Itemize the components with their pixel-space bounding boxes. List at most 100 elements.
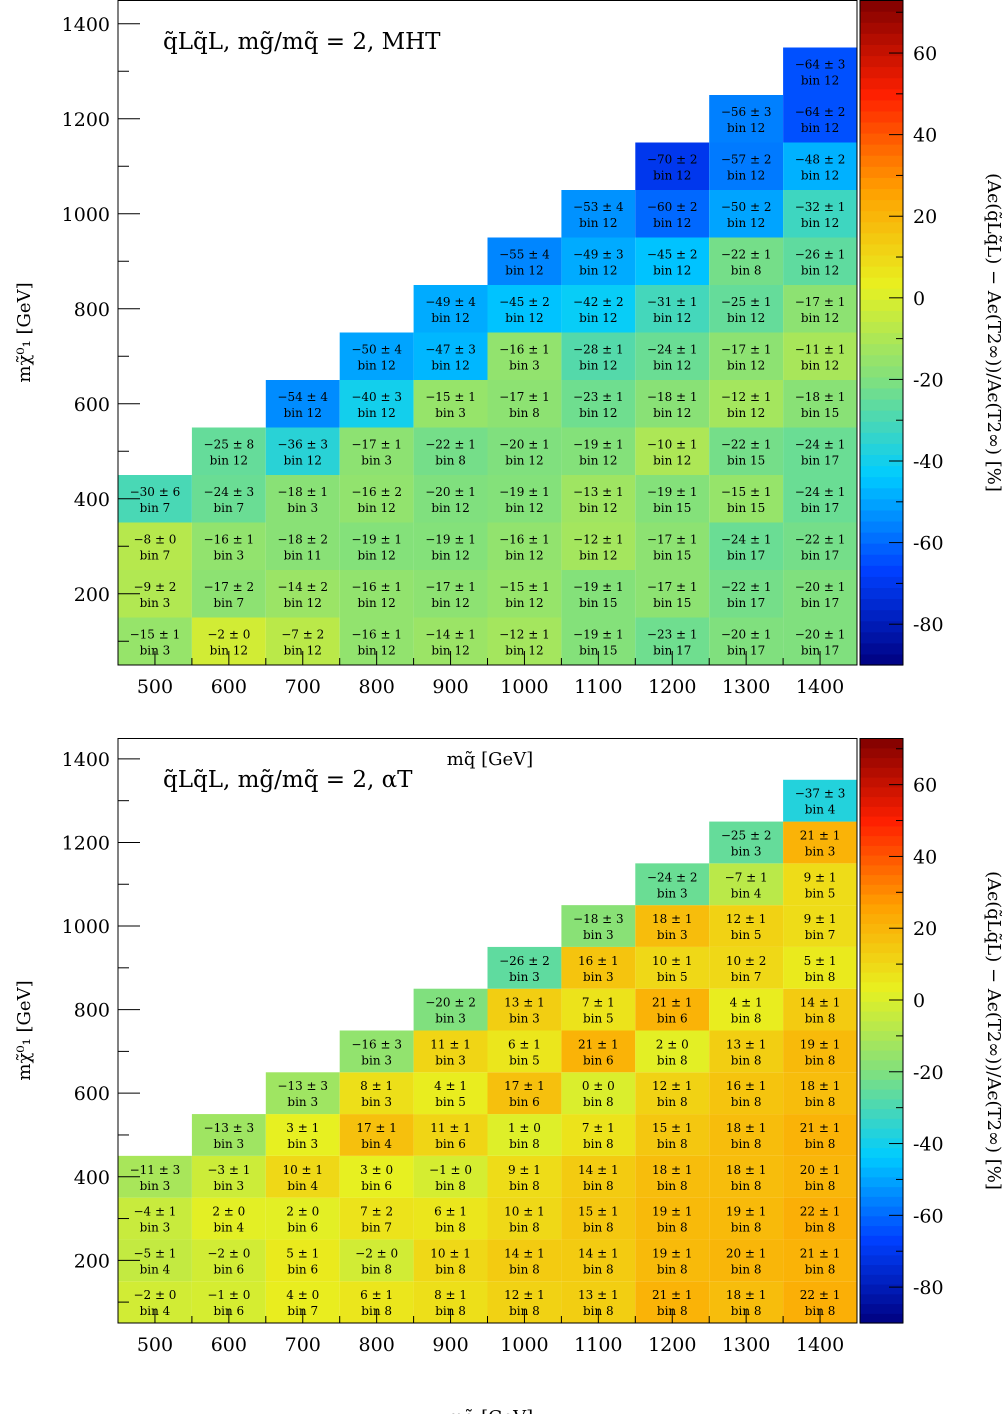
colorbar-segment xyxy=(860,1020,903,1032)
cell-bin-label: bin 8 xyxy=(805,1137,836,1151)
cell-bin-label: bin 12 xyxy=(579,311,617,325)
y-tick-label: 1000 xyxy=(62,204,110,226)
colorbar-segment xyxy=(860,1303,903,1314)
heatmap-cell xyxy=(783,190,857,238)
cell-bin-label: bin 12 xyxy=(579,263,617,277)
heatmap-cell xyxy=(561,237,636,285)
colorbar-segment xyxy=(860,476,903,489)
colorbar-segment xyxy=(860,864,903,876)
cell-bin-label: bin 12 xyxy=(284,406,322,420)
plot-title: q̃Lq̃L, mg̃/mq̃ = 2, αT xyxy=(163,767,413,793)
heatmap-cell xyxy=(487,332,562,380)
heatmap-cell xyxy=(709,863,784,906)
heatmap-cell xyxy=(487,988,562,1031)
colorbar-tick-label: 0 xyxy=(913,990,925,1012)
colorbar-segment xyxy=(860,913,903,924)
heatmap-cell xyxy=(561,285,636,333)
cell-value-label: −17 ± 1 xyxy=(351,437,402,451)
cell-bin-label: bin 8 xyxy=(805,1012,836,1026)
cell-value-label: −28 ± 1 xyxy=(573,342,624,356)
heatmap-cell xyxy=(413,427,488,475)
cell-value-label: 19 ± 1 xyxy=(800,1037,841,1051)
cell-bin-label: bin 8 xyxy=(509,1221,540,1235)
cell-bin-label: bin 12 xyxy=(653,263,691,277)
colorbar-segment xyxy=(860,1030,903,1041)
cell-value-label: 18 ± 1 xyxy=(652,912,693,926)
cell-bin-label: bin 3 xyxy=(140,1221,171,1235)
cell-bin-label: bin 8 xyxy=(805,1053,836,1067)
colorbar-segment xyxy=(860,1264,903,1275)
heatmap-cell xyxy=(561,946,636,989)
colorbar-segment xyxy=(860,1011,903,1022)
y-tick-label: 600 xyxy=(74,1083,110,1105)
heatmap-cell xyxy=(635,570,710,618)
heatmap-cell xyxy=(413,285,488,333)
heatmap-cell xyxy=(413,380,488,428)
cell-bin-label: bin 5 xyxy=(805,886,836,900)
heatmap-cell xyxy=(783,988,857,1031)
cell-value-label: 18 ± 1 xyxy=(652,1163,693,1177)
colorbar-segment xyxy=(860,855,903,866)
heatmap-cell xyxy=(783,863,857,906)
cell-bin-label: bin 8 xyxy=(435,1179,466,1193)
heatmap-cell xyxy=(487,1030,562,1073)
colorbar-segment xyxy=(860,1254,903,1266)
cell-value-label: −18 ± 1 xyxy=(277,485,328,499)
colorbar-segment xyxy=(860,1147,903,1158)
cell-value-label: 2 ± 0 xyxy=(656,1037,689,1051)
cell-value-label: −22 ± 1 xyxy=(795,532,846,546)
colorbar-tick-label: -80 xyxy=(913,614,944,636)
heatmap-cell xyxy=(561,570,636,618)
heatmap-cell xyxy=(561,522,636,570)
cell-value-label: 17 ± 1 xyxy=(504,1079,545,1093)
heatmap-cell xyxy=(413,570,488,618)
cell-value-label: −22 ± 1 xyxy=(721,580,772,594)
x-tick-label: 500 xyxy=(137,676,173,698)
cell-bin-label: bin 12 xyxy=(727,406,765,420)
x-tick-label: 1100 xyxy=(574,676,622,698)
cell-value-label: −15 ± 1 xyxy=(721,485,772,499)
heatmap-cell xyxy=(561,475,636,523)
colorbar-segment xyxy=(860,88,903,101)
cell-bin-label: bin 8 xyxy=(509,406,540,420)
cell-bin-label: bin 15 xyxy=(727,453,765,467)
x-tick-label: 1200 xyxy=(648,676,696,698)
cell-bin-label: bin 17 xyxy=(801,501,839,515)
cell-bin-label: bin 5 xyxy=(657,970,688,984)
colorbar-segment xyxy=(860,1108,903,1119)
cell-value-label: −18 ± 3 xyxy=(573,912,624,926)
colorbar-segment xyxy=(860,845,903,856)
heatmap-cell xyxy=(709,380,784,428)
heatmap-cell xyxy=(191,427,266,475)
cell-value-label: 12 ± 1 xyxy=(726,912,767,926)
y-tick-label: 600 xyxy=(74,394,110,416)
cell-bin-label: bin 12 xyxy=(505,548,543,562)
colorbar-segment xyxy=(860,22,903,34)
cell-value-label: −14 ± 1 xyxy=(425,627,476,641)
cell-value-label: −55 ± 4 xyxy=(499,247,550,261)
cell-value-label: 19 ± 1 xyxy=(726,1205,767,1219)
colorbar-segment xyxy=(860,1215,903,1227)
heatmap-cell xyxy=(191,1155,266,1198)
cell-bin-label: bin 6 xyxy=(657,1012,688,1026)
cell-value-label: 4 ± 0 xyxy=(286,1288,319,1302)
heatmap-cell xyxy=(635,380,710,428)
cell-bin-label: bin 8 xyxy=(731,263,762,277)
colorbar-segment xyxy=(860,874,903,885)
cell-value-label: 8 ± 1 xyxy=(434,1288,467,1302)
cell-bin-label: bin 12 xyxy=(357,548,395,562)
heatmap-cell xyxy=(635,1030,710,1073)
colorbar-tick-label: -40 xyxy=(913,1134,944,1156)
colorbar-tick-label: -40 xyxy=(913,451,944,473)
heatmap-cell xyxy=(709,1239,784,1282)
cell-bin-label: bin 4 xyxy=(140,1262,171,1276)
colorbar-segment xyxy=(860,210,903,223)
cell-bin-label: bin 12 xyxy=(431,643,469,657)
cell-value-label: 13 ± 1 xyxy=(578,1288,619,1302)
colorbar-segment xyxy=(860,110,903,123)
cell-bin-label: bin 17 xyxy=(801,548,839,562)
cell-value-label: −13 ± 3 xyxy=(204,1121,255,1135)
heatmap-cell xyxy=(191,1114,266,1156)
heatmap-cell xyxy=(339,1239,414,1282)
